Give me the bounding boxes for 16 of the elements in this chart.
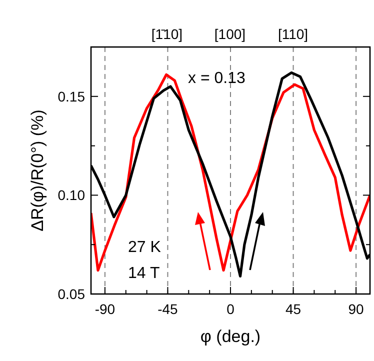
annotation: 14 T	[128, 265, 160, 282]
x-tick-label: 90	[348, 301, 364, 317]
y-tick-label: 0.05	[58, 286, 86, 302]
text: [1̄10]	[151, 26, 183, 42]
text: [100]	[214, 26, 246, 42]
x-axis-title: φ (deg.)	[200, 327, 261, 346]
x-tick-label: -90	[94, 301, 116, 317]
x-tick-label: 45	[285, 301, 302, 317]
text: [110]	[278, 26, 308, 42]
x-tick-label: -45	[158, 301, 178, 317]
y-tick-label: 0.15	[58, 88, 86, 104]
annotation: x = 0.13	[188, 70, 246, 87]
y-axis-title: ΔR(φ)/R(0°) (%)	[28, 110, 47, 232]
y-tick-label: 0.10	[58, 187, 86, 204]
annotation: 27 K	[128, 239, 162, 256]
x-tick-label: 0	[226, 301, 235, 317]
